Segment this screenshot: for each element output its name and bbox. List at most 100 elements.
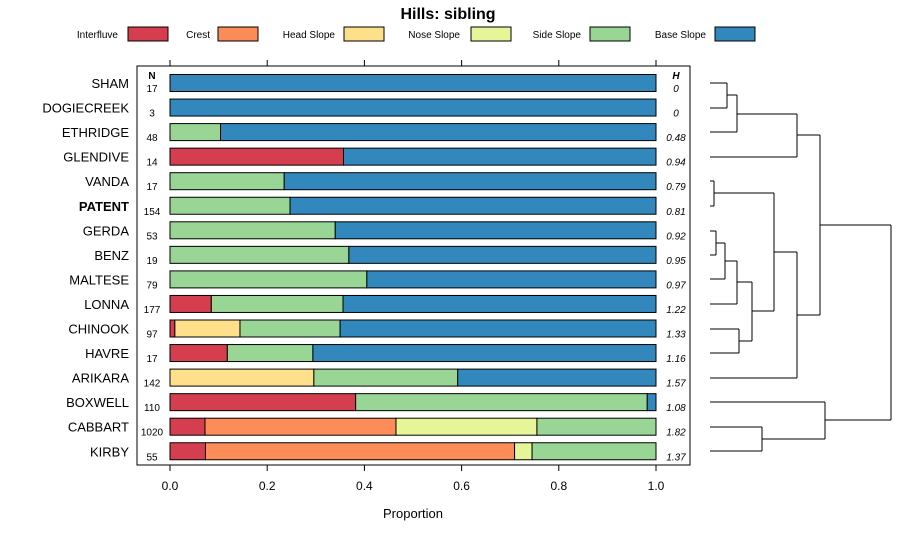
legend-swatch — [343, 26, 385, 42]
bar-segment-nose-slope — [395, 417, 538, 436]
x-tick-label: 0.6 — [453, 479, 470, 493]
bar-segment-base-slope — [283, 172, 657, 191]
h-value: 1.08 — [666, 403, 686, 414]
row-label: VANDA — [85, 174, 129, 189]
x-axis-title: Proportion — [383, 506, 443, 521]
bar-segment-interfluve — [169, 417, 206, 436]
h-value: 1.82 — [666, 428, 686, 439]
row-label: PATENT — [79, 199, 129, 214]
h-value: 0.81 — [666, 207, 685, 218]
row-chinook: CHINOOK 97 1.33 — [68, 319, 686, 341]
bar-segment-interfluve — [169, 442, 206, 461]
bar-segment-interfluve — [169, 319, 176, 338]
bar-segment-base-slope — [366, 270, 657, 289]
x-tick-label: 0.8 — [550, 479, 567, 493]
row-boxwell: BOXWELL 110 1.08 — [66, 393, 686, 414]
x-tick-label: 0.4 — [356, 479, 373, 493]
bar-segment-side-slope — [169, 196, 291, 215]
h-value: 0.48 — [666, 133, 686, 144]
row-label: BENZ — [94, 248, 129, 263]
bar-segment-base-slope — [169, 98, 657, 117]
h-value: 0.94 — [666, 158, 686, 169]
bar-segment-base-slope — [342, 294, 657, 313]
dendrogram-branch — [710, 113, 798, 158]
bar-segment-interfluve — [169, 147, 344, 166]
h-value: 0 — [673, 109, 679, 120]
n-value: 154 — [144, 207, 161, 218]
row-label: SHAM — [91, 76, 129, 91]
n-value: 177 — [144, 305, 161, 316]
n-column-header: N — [148, 71, 155, 82]
row-cabbart: CABBART 1020 1.82 — [68, 417, 686, 439]
dendrogram-branch — [710, 401, 826, 440]
bar-segment-side-slope — [536, 417, 657, 436]
bar-segment-base-slope — [334, 221, 657, 240]
x-tick-label: 1.0 — [648, 479, 665, 493]
n-value: 55 — [146, 452, 158, 463]
bar-segment-base-slope — [343, 147, 657, 166]
legend-label: Crest — [186, 30, 210, 41]
h-value: 1.57 — [666, 379, 686, 390]
bar-segment-base-slope — [220, 123, 657, 142]
row-maltese: MALTESE 79 0.97 — [69, 270, 686, 291]
bar-segment-head-slope — [174, 319, 241, 338]
bar-segment-side-slope — [169, 172, 285, 191]
bar-segment-base-slope — [348, 245, 657, 264]
dendrogram-branch — [710, 94, 738, 133]
legend: Interfluve Crest Head Slope Nose Slope Side … — [77, 26, 756, 42]
row-label: HAVRE — [85, 346, 129, 361]
legend-swatch — [714, 26, 756, 42]
bar-segment-side-slope — [169, 245, 350, 264]
row-glendive: GLENDIVE 14 0.94 — [63, 147, 686, 169]
bar-segment-side-slope — [169, 221, 336, 240]
bar-segment-side-slope — [169, 123, 222, 142]
row-patent: PATENT 154 0.81 — [79, 196, 686, 218]
n-value: 17 — [146, 354, 158, 365]
legend-swatch — [217, 26, 259, 42]
legend-label: Head Slope — [283, 30, 336, 41]
row-label: GERDA — [83, 223, 130, 238]
row-ethridge: ETHRIDGE 48 0.48 — [62, 123, 686, 144]
h-column-header: H — [672, 71, 680, 82]
bar-segment-side-slope — [210, 294, 344, 313]
row-arikara: ARIKARA 142 1.57 — [72, 368, 686, 390]
n-value: 19 — [146, 256, 158, 267]
row-label: ETHRIDGE — [62, 125, 130, 140]
x-tick-label: 0.0 — [162, 479, 179, 493]
row-label: LONNA — [84, 297, 129, 312]
row-kirby: KIRBY 55 1.37 — [90, 442, 686, 463]
dendrogram-branch — [714, 192, 775, 312]
row-lonna: LONNA 177 1.22 — [84, 294, 686, 316]
n-value: 79 — [146, 280, 158, 291]
legend-swatch — [470, 26, 512, 42]
n-value: 17 — [146, 182, 158, 193]
row-label: MALTESE — [69, 272, 129, 287]
n-value: 1020 — [141, 428, 164, 439]
dendrogram-branch — [710, 328, 740, 354]
dendrogram-branch — [710, 230, 717, 256]
h-value: 0.92 — [666, 231, 686, 242]
bar-segment-crest — [204, 417, 397, 436]
bar-segment-side-slope — [226, 344, 314, 363]
row-label: GLENDIVE — [63, 150, 129, 165]
bar-segment-side-slope — [239, 319, 341, 338]
x-axis: 0.0 0.2 0.4 0.6 0.8 1.0 — [162, 60, 665, 493]
dendrogram-branch — [710, 251, 798, 379]
x-tick-label: 0.2 — [259, 479, 276, 493]
dendrogram — [710, 82, 892, 452]
n-value: 53 — [146, 231, 158, 242]
dendrogram-branch — [710, 260, 738, 305]
n-value: 97 — [146, 330, 158, 341]
legend-label: Interfluve — [77, 30, 119, 41]
legend-label: Nose Slope — [408, 30, 460, 41]
row-benz: BENZ 19 0.95 — [94, 245, 686, 267]
h-value: 0.97 — [666, 280, 686, 291]
bar-segment-base-slope — [289, 196, 657, 215]
bar-segment-side-slope — [531, 442, 657, 461]
legend-label: Base Slope — [655, 30, 707, 41]
bar-segment-nose-slope — [514, 442, 533, 461]
n-value: 14 — [146, 158, 158, 169]
bar-segment-base-slope — [339, 319, 657, 338]
n-value: 3 — [149, 109, 155, 120]
